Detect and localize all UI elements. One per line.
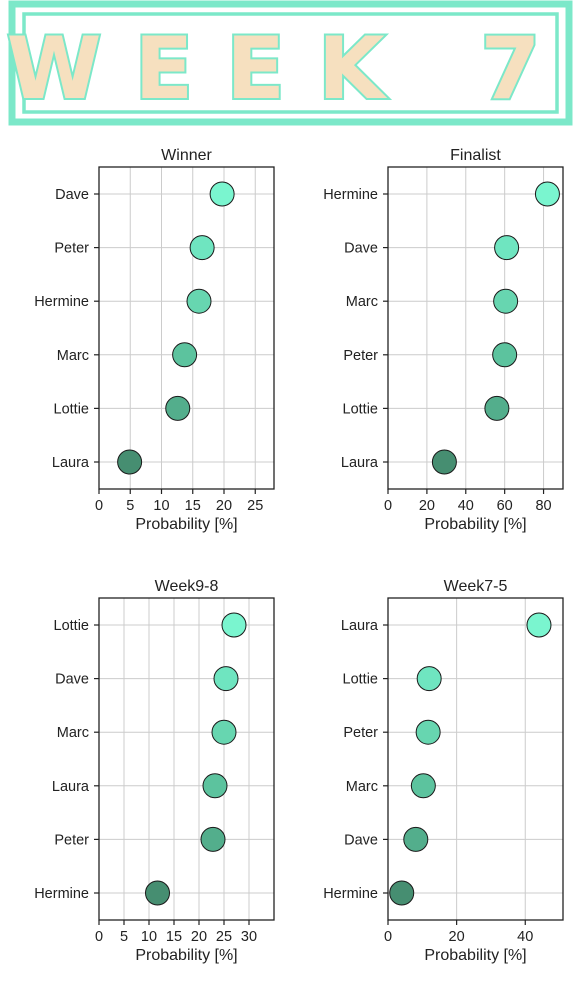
- y-tick-label-lottie: Lottie: [54, 618, 89, 634]
- chart-title: Week9-8: [155, 578, 219, 595]
- data-point-laura: [526, 612, 552, 638]
- chart-title: Finalist: [450, 147, 501, 164]
- chart-finalist: Finalist 0 20 40 60 80 Probability [%] Hermine D…: [323, 147, 564, 533]
- y-tick-label-peter: Peter: [343, 348, 378, 364]
- data-point-lottie: [165, 395, 191, 421]
- y-tick-label-peter: Peter: [54, 832, 89, 848]
- y-tick-label-dave: Dave: [55, 672, 89, 688]
- data-point-lottie: [484, 395, 510, 421]
- data-point-marc: [172, 342, 198, 368]
- banner-outer-frame: [8, 0, 573, 126]
- data-point-peter: [415, 719, 441, 745]
- x-tick-label: 15: [185, 498, 201, 514]
- x-tick-label: 60: [497, 498, 513, 514]
- plot-frame: [98, 166, 275, 490]
- x-tick-label: 5: [120, 929, 128, 945]
- y-tick-label-hermine: Hermine: [323, 886, 378, 902]
- x-tick-label: 40: [458, 498, 474, 514]
- chart-title: Winner: [161, 147, 212, 164]
- y-tick-label-peter: Peter: [54, 241, 89, 257]
- x-axis-label: Probability [%]: [424, 947, 526, 964]
- y-tick-label-dave: Dave: [344, 832, 378, 848]
- plot-frame: [387, 597, 564, 921]
- data-point-hermine: [534, 181, 560, 207]
- data-point-laura: [117, 449, 143, 475]
- y-tick-label-hermine: Hermine: [323, 187, 378, 203]
- x-tick-label: 0: [95, 929, 103, 945]
- y-tick-label-laura: Laura: [52, 779, 90, 795]
- data-point-hermine: [145, 880, 170, 906]
- banner-title: WEEK 7: [7, 19, 574, 119]
- x-tick-label: 25: [216, 929, 232, 945]
- x-tick-label: 10: [141, 929, 157, 945]
- x-axis-label: Probability [%]: [424, 516, 526, 533]
- x-tick-label: 30: [241, 929, 257, 945]
- x-tick-label: 20: [419, 498, 435, 514]
- x-tick-label: 5: [126, 498, 134, 514]
- y-tick-label-peter: Peter: [343, 725, 378, 741]
- chart-winner: Winner 0 5 10 15 20 25 Probability [%] Dave Peter…: [34, 147, 275, 533]
- y-tick-label-dave: Dave: [55, 187, 89, 203]
- plot-frame: [387, 166, 564, 490]
- y-tick-label-laura: Laura: [52, 455, 90, 471]
- y-tick-label-lottie: Lottie: [54, 401, 89, 417]
- y-tick-label-dave: Dave: [344, 241, 378, 257]
- data-point-peter: [200, 826, 226, 852]
- charts-grid: Winner 0 5 10 15 20 25 Probability [%] Dave Peter…: [34, 147, 564, 964]
- x-tick-label: 20: [191, 929, 207, 945]
- data-point-peter: [492, 342, 518, 368]
- x-axis-label: Probability [%]: [135, 947, 237, 964]
- data-point-laura: [202, 773, 228, 799]
- x-tick-label: 20: [216, 498, 232, 514]
- x-axis-label: Probability [%]: [135, 516, 237, 533]
- data-point-marc: [410, 773, 436, 799]
- y-tick-label-marc: Marc: [346, 294, 378, 310]
- y-tick-label-hermine: Hermine: [34, 294, 89, 310]
- data-point-peter: [189, 235, 215, 261]
- data-point-lottie: [221, 612, 247, 638]
- plot-frame: [98, 597, 275, 921]
- chart-week7-5: Week7-5 0 20 40 Probability [%] Laura Lottie Pe…: [323, 578, 564, 964]
- banner-inner-frame: [22, 12, 559, 114]
- x-tick-label: 10: [153, 498, 169, 514]
- x-tick-label: 80: [535, 498, 551, 514]
- data-point-dave: [209, 181, 235, 207]
- x-tick-label: 15: [166, 929, 182, 945]
- y-tick-label-laura: Laura: [341, 455, 379, 471]
- x-tick-label: 20: [449, 929, 465, 945]
- y-tick-label-marc: Marc: [57, 348, 89, 364]
- x-tick-label: 40: [517, 929, 533, 945]
- data-point-hermine: [186, 288, 212, 314]
- data-point-dave: [213, 666, 239, 692]
- data-point-dave: [403, 826, 429, 852]
- y-tick-label-marc: Marc: [346, 779, 378, 795]
- banner: WEEK 7: [5, 0, 574, 126]
- data-point-hermine: [389, 880, 415, 906]
- y-tick-label-lottie: Lottie: [343, 401, 378, 417]
- y-tick-label-marc: Marc: [57, 725, 89, 741]
- y-tick-label-lottie: Lottie: [343, 672, 378, 688]
- x-tick-label: 0: [384, 498, 392, 514]
- y-tick-label-laura: Laura: [341, 618, 379, 634]
- data-point-laura: [431, 449, 457, 475]
- data-point-marc: [493, 288, 519, 314]
- data-point-marc: [211, 719, 237, 745]
- x-tick-label: 0: [384, 929, 392, 945]
- data-point-dave: [494, 235, 520, 261]
- data-point-lottie: [416, 666, 442, 692]
- chart-title: Week7-5: [444, 578, 508, 595]
- x-tick-label: 0: [95, 498, 103, 514]
- x-tick-label: 25: [247, 498, 263, 514]
- y-tick-label-hermine: Hermine: [34, 886, 89, 902]
